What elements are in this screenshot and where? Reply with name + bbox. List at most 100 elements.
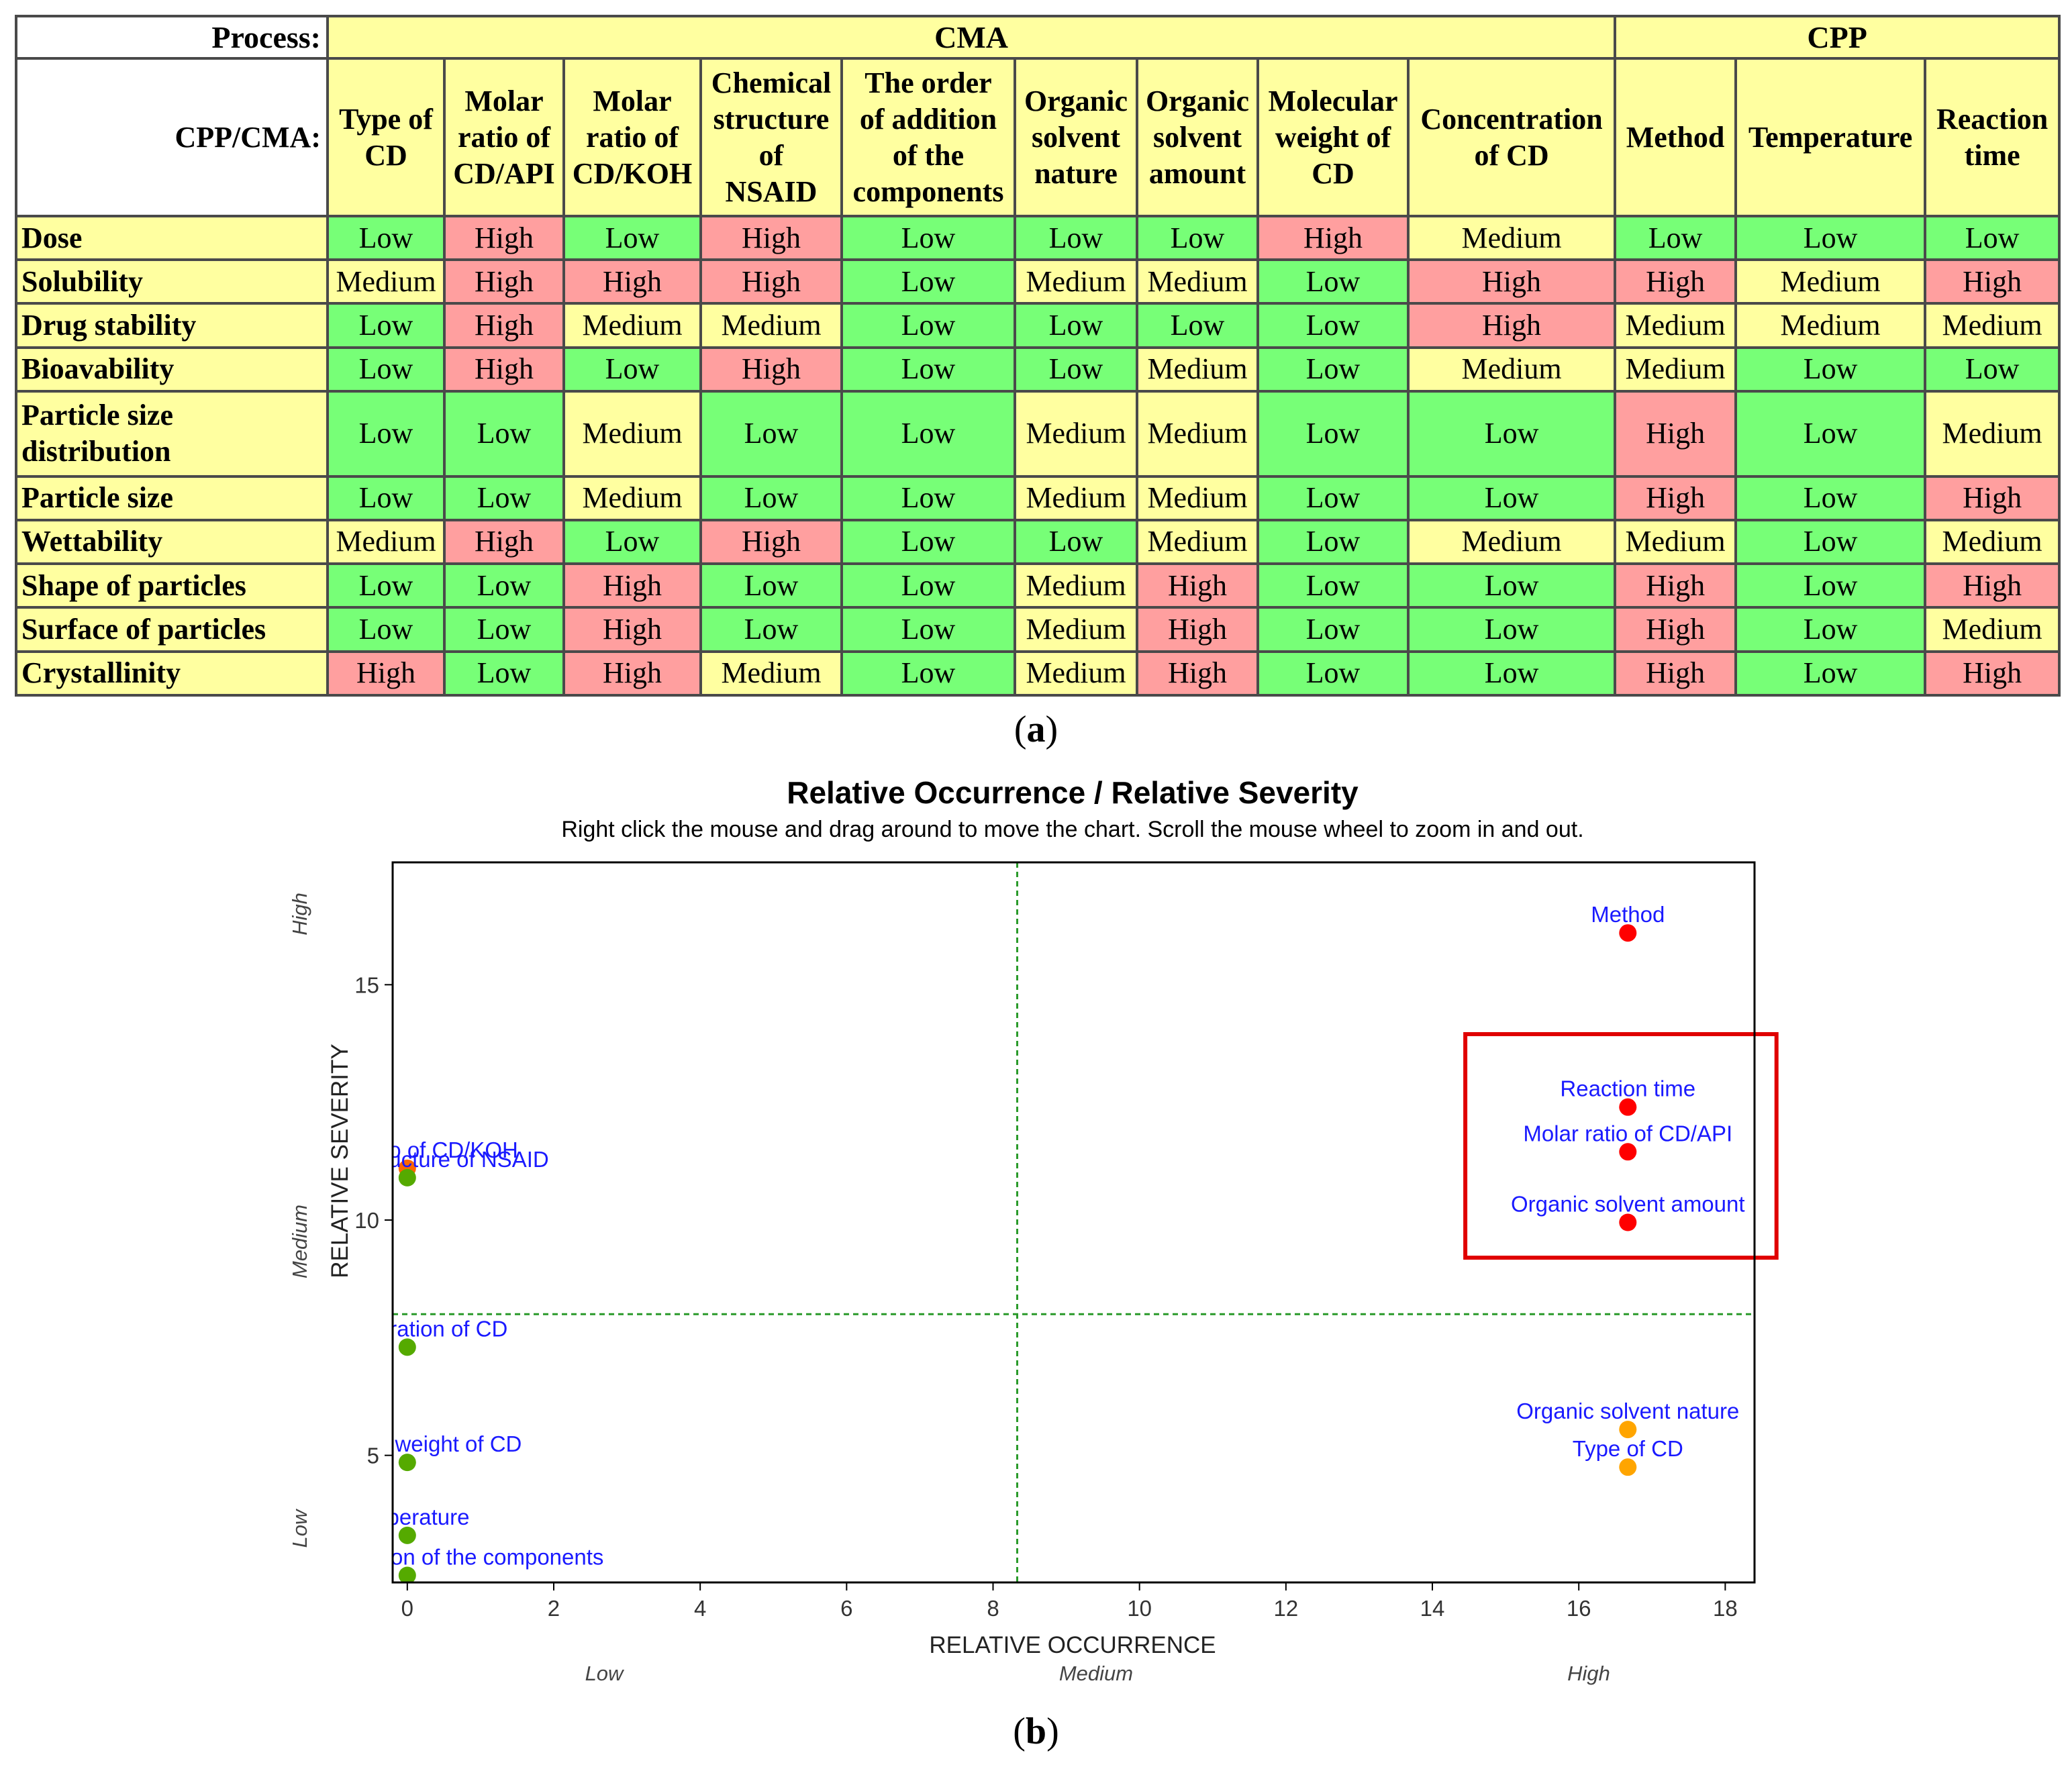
risk-cell: Low — [1734, 214, 1927, 262]
risk-cell: Low — [326, 390, 446, 478]
row-label: Dose — [15, 214, 329, 262]
risk-cell: Low — [840, 390, 1016, 478]
chart-title: Relative Occurrence / Relative Severity — [787, 775, 1359, 810]
data-point[interactable] — [398, 1454, 416, 1472]
risk-cell: High — [1614, 606, 1738, 653]
table-row: Dose Low High Low High Low Low Low High Medium Low… — [15, 214, 2061, 262]
data-point[interactable] — [1619, 924, 1637, 942]
risk-cell: Low — [1256, 474, 1410, 521]
caption-b: (b) — [1013, 1711, 1059, 1752]
row-label: Wettability — [15, 518, 329, 566]
data-point[interactable] — [1619, 1098, 1637, 1116]
risk-cell: High — [562, 562, 702, 609]
risk-scatter-chart[interactable]: Relative Occurrence / Relative Severity … — [0, 758, 2072, 1725]
risk-cell: Low — [1734, 606, 1927, 653]
row-label: Shape of particles — [15, 562, 329, 609]
risk-cell: Medium — [1924, 606, 2061, 653]
risk-cell: Medium — [1014, 562, 1138, 609]
risk-cell: Low — [699, 390, 843, 478]
risk-cell: Low — [326, 562, 446, 609]
risk-cell: Medium — [326, 258, 446, 305]
data-point[interactable] — [1619, 1421, 1637, 1439]
data-point-label: Molar ratio of CD/KOH — [297, 1138, 518, 1162]
y-tick-label: 5 — [367, 1444, 379, 1468]
risk-cell: Medium — [562, 302, 702, 349]
data-point[interactable] — [398, 1338, 416, 1356]
risk-cell: Low — [1256, 258, 1410, 305]
data-point[interactable] — [398, 1526, 416, 1544]
plot-area[interactable]: Method Reaction time Molar ratio of CD/API… — [211, 861, 1779, 1685]
table-row: Shape of particles Low Low High Low Low Medium… — [15, 562, 2061, 609]
risk-cell: Low — [840, 606, 1016, 653]
cell-text-line: ratio of — [457, 120, 551, 154]
risk-cell: High — [699, 258, 843, 305]
risk-cell: Medium — [1734, 258, 1927, 305]
risk-cell: High — [1136, 650, 1259, 697]
cell-text-line: nature — [1034, 156, 1118, 190]
cell-text-line: Temperature — [1748, 120, 1913, 154]
cell-text-line: Chemical — [711, 66, 832, 99]
cell-text-line: Particle size — [21, 399, 173, 432]
risk-cell: Medium — [1924, 302, 2061, 349]
risk-cell: Low — [1256, 606, 1410, 653]
risk-cell: Medium — [562, 474, 702, 521]
cell-text-line: of CD — [1474, 138, 1549, 172]
risk-cell: Medium — [1136, 518, 1259, 566]
chart-subtitle: Right click the mouse and drag around to… — [561, 817, 1583, 842]
table-row: Wettability Medium High Low High Low Low Medium… — [15, 518, 2061, 566]
risk-cell: High — [699, 214, 843, 262]
risk-cell: Low — [1014, 302, 1138, 349]
risk-cell: Medium — [1614, 346, 1738, 393]
risk-cell: Low — [699, 606, 843, 653]
row-label: Particle size distribution — [15, 390, 329, 478]
risk-cell: Low — [1614, 214, 1738, 262]
caption-b-letter: b — [1025, 1711, 1047, 1752]
process-label: Process: — [15, 14, 329, 60]
data-point[interactable] — [398, 1168, 416, 1186]
cell-text-line: Surface of particles — [21, 612, 266, 646]
risk-cell: Medium — [1014, 474, 1138, 521]
risk-cell: Low — [1734, 346, 1927, 393]
risk-cell: Low — [699, 562, 843, 609]
cell-text-line: Concentration — [1420, 102, 1603, 136]
risk-cell: High — [326, 650, 446, 697]
data-point[interactable] — [1619, 1143, 1637, 1161]
risk-cell: Medium — [1924, 390, 2061, 478]
data-point[interactable] — [1619, 1213, 1637, 1231]
cell-text-line: Molar — [464, 84, 544, 117]
cell-text-line: time — [1964, 138, 2020, 172]
y-tick-label: 15 — [354, 972, 379, 997]
data-points: Method Reaction time Molar ratio of CD/API… — [293, 902, 1745, 1584]
risk-cell: Low — [1406, 650, 1617, 697]
risk-cell: Low — [840, 518, 1016, 566]
column-header: Concentration of CD — [1406, 57, 1617, 217]
x-tick-label: 6 — [840, 1596, 852, 1621]
table-row: Particle size distribution Low Low Medium Low… — [15, 390, 2061, 478]
risk-cell: High — [1406, 302, 1617, 349]
risk-cell: Low — [840, 650, 1016, 697]
table-header-groups: Process: CMA CPP — [15, 14, 2061, 60]
risk-cell: Low — [1924, 346, 2061, 393]
cell-text-line: of addition — [859, 102, 997, 136]
risk-cell: Low — [1256, 390, 1410, 478]
x-zone-label: High — [1567, 1662, 1610, 1685]
cell-text-line: Particle size — [21, 481, 173, 515]
cell-text-line: Dose — [21, 221, 83, 254]
cell-text-line: structure — [713, 102, 830, 136]
risk-cell: Low — [1924, 214, 2061, 262]
risk-cell: Low — [1256, 650, 1410, 697]
data-point[interactable] — [1619, 1458, 1637, 1476]
risk-cell: Low — [1406, 390, 1617, 478]
data-point-label: Molecular weight of CD — [293, 1431, 522, 1456]
risk-cell: Low — [326, 214, 446, 262]
risk-cell: High — [699, 346, 843, 393]
x-axis-label: RELATIVE OCCURRENCE — [929, 1632, 1216, 1658]
x-tick-label: 4 — [694, 1596, 706, 1621]
risk-cell: Low — [443, 390, 565, 478]
data-point-label: Organic solvent amount — [1511, 1192, 1745, 1217]
risk-cell: High — [443, 258, 565, 305]
cell-text-line: of — [758, 138, 784, 172]
data-point[interactable] — [398, 1566, 416, 1584]
risk-cell: High — [443, 214, 565, 262]
risk-cell: Low — [1734, 474, 1927, 521]
